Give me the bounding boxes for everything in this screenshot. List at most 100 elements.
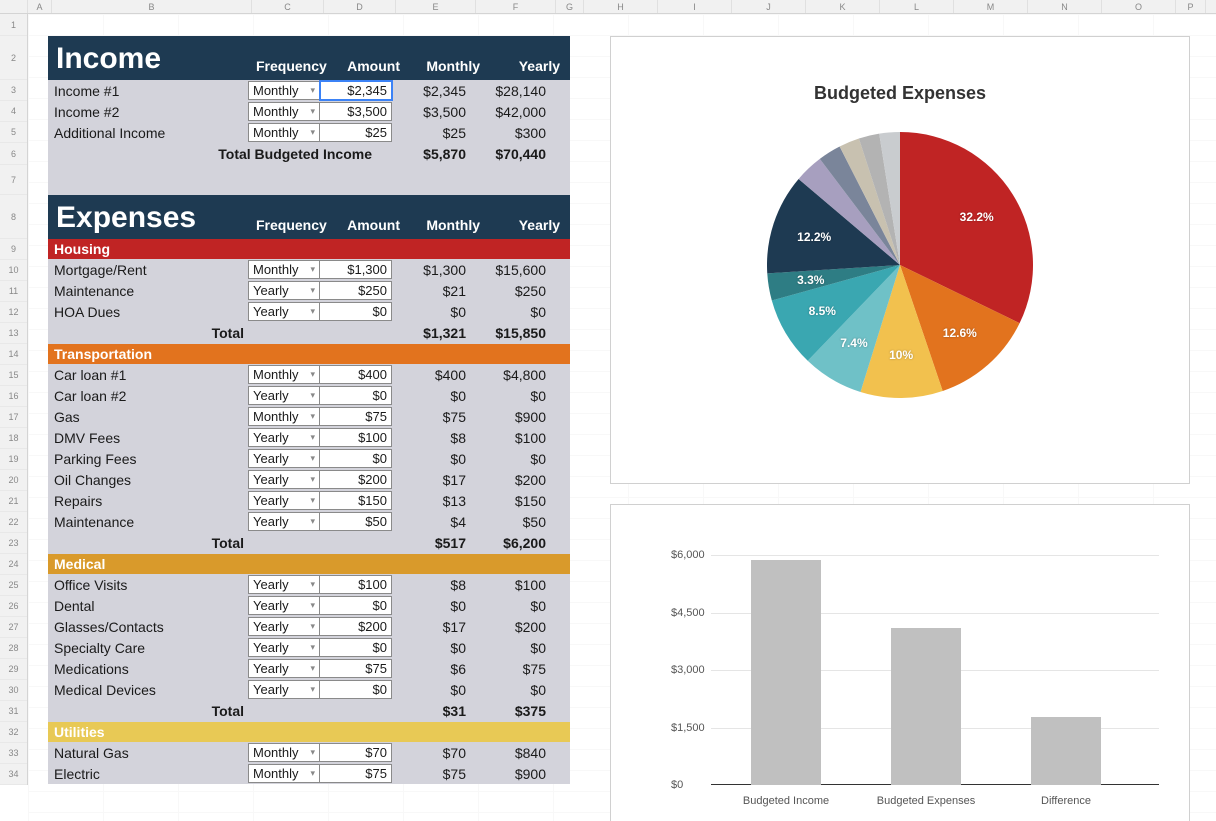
amount-cell[interactable]: $100 <box>320 428 392 447</box>
amount-cell[interactable]: $0 <box>320 386 392 405</box>
column-header-I[interactable]: I <box>658 0 732 13</box>
column-header-B[interactable]: B <box>52 0 252 13</box>
row-header-20[interactable]: 20 <box>0 470 27 491</box>
column-header-K[interactable]: K <box>806 0 880 13</box>
row-header-25[interactable]: 25 <box>0 575 27 596</box>
row-header-23[interactable]: 23 <box>0 533 27 554</box>
row-label: Car loan #2 <box>48 388 248 404</box>
column-header-C[interactable]: C <box>252 0 324 13</box>
row-header-10[interactable]: 10 <box>0 260 27 281</box>
frequency-cell[interactable]: Yearly▾ <box>248 281 320 300</box>
column-header-D[interactable]: D <box>324 0 396 13</box>
column-header-E[interactable]: E <box>396 0 476 13</box>
row-header-26[interactable]: 26 <box>0 596 27 617</box>
row-header-21[interactable]: 21 <box>0 491 27 512</box>
amount-cell[interactable]: $25 <box>320 123 392 142</box>
column-header-N[interactable]: N <box>1028 0 1102 13</box>
row-header-29[interactable]: 29 <box>0 659 27 680</box>
row-header-4[interactable]: 4 <box>0 101 27 122</box>
column-header-P[interactable]: P <box>1176 0 1206 13</box>
amount-cell[interactable]: $200 <box>320 470 392 489</box>
column-header-H[interactable]: H <box>584 0 658 13</box>
frequency-cell[interactable]: Yearly▾ <box>248 680 320 699</box>
frequency-cell[interactable]: Yearly▾ <box>248 470 320 489</box>
frequency-cell[interactable]: Monthly▾ <box>248 365 320 384</box>
frequency-cell[interactable]: Yearly▾ <box>248 575 320 594</box>
amount-cell[interactable]: $75 <box>320 407 392 426</box>
sheet-content[interactable]: Income Frequency Amount Monthly Yearly I… <box>28 14 1216 821</box>
frequency-cell[interactable]: Yearly▾ <box>248 659 320 678</box>
column-header-M[interactable]: M <box>954 0 1028 13</box>
frequency-cell[interactable]: Yearly▾ <box>248 428 320 447</box>
frequency-cell[interactable]: Yearly▾ <box>248 512 320 531</box>
amount-cell[interactable]: $100 <box>320 575 392 594</box>
amount-cell[interactable]: $1,300 <box>320 260 392 279</box>
column-header-J[interactable]: J <box>732 0 806 13</box>
frequency-cell[interactable]: Yearly▾ <box>248 449 320 468</box>
row-header-27[interactable]: 27 <box>0 617 27 638</box>
amount-cell[interactable]: $70 <box>320 743 392 762</box>
row-header-17[interactable]: 17 <box>0 407 27 428</box>
row-header-3[interactable]: 3 <box>0 80 27 101</box>
frequency-cell[interactable]: Yearly▾ <box>248 617 320 636</box>
row-header-6[interactable]: 6 <box>0 143 27 165</box>
frequency-cell[interactable]: Monthly▾ <box>248 407 320 426</box>
row-header-16[interactable]: 16 <box>0 386 27 407</box>
amount-cell[interactable]: $75 <box>320 659 392 678</box>
amount-cell[interactable]: $400 <box>320 365 392 384</box>
frequency-cell[interactable]: Yearly▾ <box>248 386 320 405</box>
amount-cell[interactable]: $0 <box>320 638 392 657</box>
column-header-F[interactable]: F <box>476 0 556 13</box>
row-header-9[interactable]: 9 <box>0 239 27 260</box>
row-header-33[interactable]: 33 <box>0 743 27 764</box>
amount-cell[interactable]: $250 <box>320 281 392 300</box>
bar-chart-box[interactable]: $0$1,500$3,000$4,500$6,000Budgeted Incom… <box>610 504 1190 821</box>
row-header-11[interactable]: 11 <box>0 281 27 302</box>
frequency-cell[interactable]: Monthly▾ <box>248 764 320 783</box>
monthly-cell: $8 <box>392 430 472 446</box>
amount-cell[interactable]: $0 <box>320 596 392 615</box>
frequency-cell[interactable]: Yearly▾ <box>248 302 320 321</box>
row-header-2[interactable]: 2 <box>0 36 27 80</box>
frequency-cell[interactable]: Monthly▾ <box>248 260 320 279</box>
row-header-5[interactable]: 5 <box>0 122 27 143</box>
frequency-cell[interactable]: Monthly▾ <box>248 102 320 121</box>
amount-cell[interactable]: $0 <box>320 449 392 468</box>
amount-cell[interactable]: $0 <box>320 680 392 699</box>
row-header-1[interactable]: 1 <box>0 14 27 36</box>
column-header-L[interactable]: L <box>880 0 954 13</box>
row-header-18[interactable]: 18 <box>0 428 27 449</box>
row-header-34[interactable]: 34 <box>0 764 27 785</box>
row-header-30[interactable]: 30 <box>0 680 27 701</box>
row-header-15[interactable]: 15 <box>0 365 27 386</box>
row-header-28[interactable]: 28 <box>0 638 27 659</box>
row-header-24[interactable]: 24 <box>0 554 27 575</box>
amount-cell[interactable]: $150 <box>320 491 392 510</box>
column-header-A[interactable]: A <box>28 0 52 13</box>
row-header-8[interactable]: 8 <box>0 195 27 239</box>
amount-cell[interactable]: $3,500 <box>320 102 392 121</box>
amount-cell[interactable]: $0 <box>320 302 392 321</box>
amount-cell[interactable]: $75 <box>320 764 392 783</box>
pie-chart-box[interactable]: Budgeted Expenses 32.2%12.6%10%7.4%8.5%3… <box>610 36 1190 484</box>
row-header-19[interactable]: 19 <box>0 449 27 470</box>
row-header-13[interactable]: 13 <box>0 323 27 344</box>
row-header-32[interactable]: 32 <box>0 722 27 743</box>
row-header-31[interactable]: 31 <box>0 701 27 722</box>
row-header-12[interactable]: 12 <box>0 302 27 323</box>
frequency-cell[interactable]: Monthly▾ <box>248 743 320 762</box>
frequency-cell[interactable]: Yearly▾ <box>248 491 320 510</box>
column-header-O[interactable]: O <box>1102 0 1176 13</box>
row-header-7[interactable]: 7 <box>0 165 27 195</box>
frequency-cell[interactable]: Monthly▾ <box>248 123 320 142</box>
frequency-cell[interactable]: Monthly▾ <box>248 81 320 100</box>
row-header-22[interactable]: 22 <box>0 512 27 533</box>
amount-cell[interactable]: $2,345 <box>320 81 392 100</box>
amount-cell[interactable]: $50 <box>320 512 392 531</box>
column-header-G[interactable]: G <box>556 0 584 13</box>
frequency-cell[interactable]: Yearly▾ <box>248 638 320 657</box>
row-header-14[interactable]: 14 <box>0 344 27 365</box>
data-row: Car loan #2Yearly▾$0$0$0 <box>48 385 570 406</box>
frequency-cell[interactable]: Yearly▾ <box>248 596 320 615</box>
amount-cell[interactable]: $200 <box>320 617 392 636</box>
